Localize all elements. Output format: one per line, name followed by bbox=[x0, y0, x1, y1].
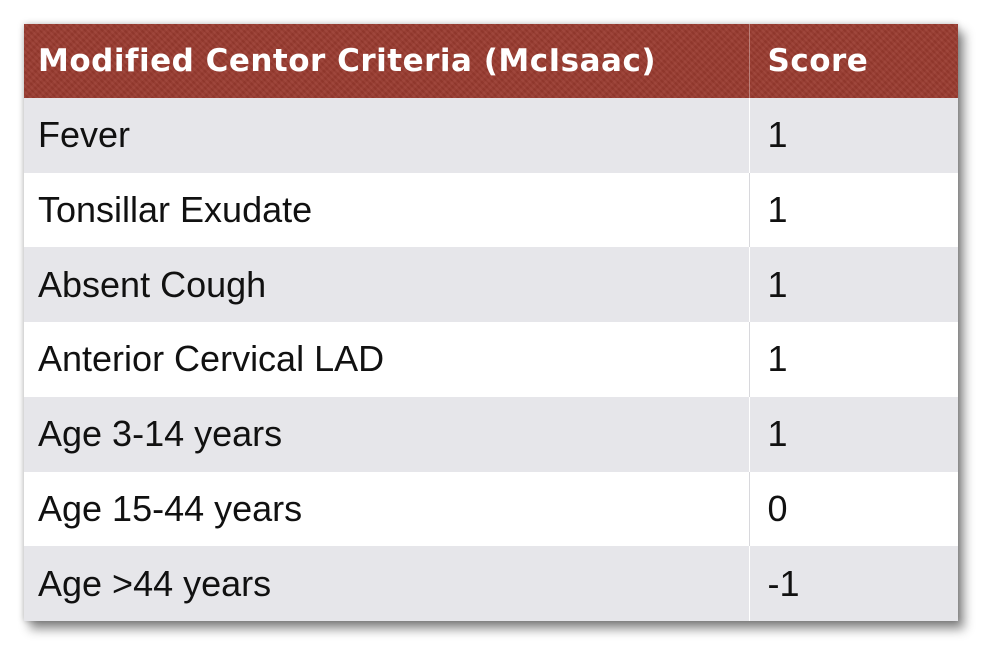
score-cell: -1 bbox=[748, 546, 958, 621]
criterion-cell: Fever bbox=[24, 98, 749, 173]
criterion-cell: Age 3-14 years bbox=[24, 396, 749, 472]
centor-criteria-table: Modified Centor Criteria (McIsaac) Score… bbox=[24, 24, 958, 621]
criterion-cell: Anterior Cervical LAD bbox=[24, 322, 749, 397]
score-cell: 1 bbox=[748, 172, 958, 248]
table-body: Fever 1 Tonsillar Exudate 1 Absent Cough… bbox=[24, 98, 958, 621]
table-row: Anterior Cervical LAD 1 bbox=[24, 322, 958, 397]
criterion-cell: Tonsillar Exudate bbox=[24, 172, 749, 248]
score-table: Modified Centor Criteria (McIsaac) Score… bbox=[24, 24, 958, 621]
table-row: Age >44 years -1 bbox=[24, 546, 958, 621]
criterion-cell: Absent Cough bbox=[24, 247, 749, 323]
score-column-header: Score bbox=[748, 24, 958, 98]
table-row: Age 3-14 years 1 bbox=[24, 396, 958, 472]
score-cell: 1 bbox=[748, 247, 958, 323]
header-row: Modified Centor Criteria (McIsaac) Score bbox=[24, 24, 958, 98]
criterion-cell: Age >44 years bbox=[24, 546, 749, 621]
table-header: Modified Centor Criteria (McIsaac) Score bbox=[24, 24, 958, 98]
table-row: Age 15-44 years 0 bbox=[24, 471, 958, 547]
table-row: Fever 1 bbox=[24, 98, 958, 173]
criteria-column-header: Modified Centor Criteria (McIsaac) bbox=[24, 24, 749, 98]
score-cell: 0 bbox=[748, 471, 958, 547]
score-cell: 1 bbox=[748, 98, 958, 173]
table-row: Tonsillar Exudate 1 bbox=[24, 172, 958, 248]
score-cell: 1 bbox=[748, 396, 958, 472]
criterion-cell: Age 15-44 years bbox=[24, 471, 749, 547]
table-row: Absent Cough 1 bbox=[24, 247, 958, 323]
score-cell: 1 bbox=[748, 322, 958, 397]
